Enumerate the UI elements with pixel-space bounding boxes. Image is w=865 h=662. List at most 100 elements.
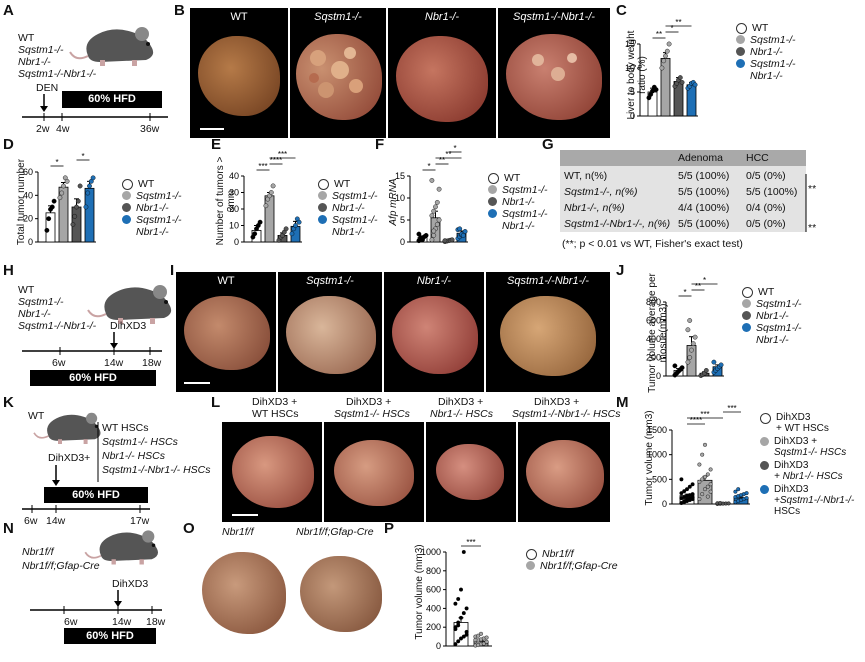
- liver-photo-sqstm1: Sqstm1-/-: [290, 8, 386, 138]
- genotype-label: WT: [28, 410, 45, 422]
- genotype-label: Nbr1f/f: [22, 546, 54, 558]
- data-point: [456, 597, 461, 602]
- timeline-tick: 6w: [24, 515, 38, 527]
- data-point: [697, 479, 702, 484]
- data-point: [85, 190, 91, 196]
- data-point: [744, 496, 749, 501]
- data-point: [687, 484, 692, 489]
- photo-caption: DihXD3 +: [252, 396, 298, 408]
- y-tick-label: 0: [436, 641, 441, 651]
- data-point: [666, 41, 672, 47]
- data-point: [687, 355, 693, 360]
- data-point: [663, 53, 668, 59]
- y-tick-label: 800: [426, 566, 441, 576]
- mouse-icon: [87, 285, 172, 324]
- genotype-label: Nbr1-/-: [18, 308, 51, 320]
- liver-photo-nbr1: Nbr1-/-: [384, 272, 484, 392]
- bar: [84, 187, 95, 243]
- data-point: [87, 183, 92, 189]
- significance-label: **: [695, 282, 701, 291]
- legend: WT Sqstm1-/- Nbr1-/- Sqstm1-/- Nbr1-/-: [736, 22, 796, 82]
- panel-label-m: M: [616, 394, 629, 411]
- data-point: [653, 87, 659, 93]
- y-axis-label: Total tumor number: [16, 158, 27, 246]
- data-point: [700, 477, 705, 482]
- y-tick-label: 5: [400, 215, 405, 225]
- data-point: [431, 208, 437, 214]
- data-point: [429, 177, 435, 183]
- data-point: [685, 327, 691, 333]
- data-point: [456, 639, 461, 644]
- y-tick-label: 200: [646, 353, 661, 363]
- data-point: [484, 639, 489, 644]
- genotype-label: Sqstm1-/-: [18, 44, 64, 56]
- legend: WT Sqstm1-/- Nbr1-/- Sqstm1-/- Nbr1-/-: [488, 172, 548, 232]
- y-axis-label: Tumor volume average per mosue(mm3): [647, 273, 669, 393]
- genotype-label: WT: [18, 32, 35, 44]
- data-point: [733, 489, 738, 494]
- y-tick-label: 200: [426, 622, 441, 632]
- panel-label-o: O: [183, 520, 195, 537]
- data-point: [679, 80, 685, 85]
- data-point: [659, 65, 665, 71]
- data-point: [476, 633, 481, 638]
- diet-bar: 60% HFD: [30, 370, 156, 386]
- data-point: [442, 238, 448, 244]
- timeline-tick: 36w: [140, 123, 160, 135]
- data-point: [462, 229, 468, 234]
- data-point: [661, 58, 667, 64]
- significance-label: **: [445, 150, 451, 159]
- panel-label-g: G: [542, 136, 554, 153]
- significance-label: ***: [258, 162, 267, 171]
- data-point: [689, 347, 694, 353]
- photo-caption: WT HSCs: [252, 408, 299, 420]
- data-point: [90, 175, 96, 181]
- timeline-tick: 2w: [36, 123, 50, 135]
- y-tick-label: 400: [426, 603, 441, 613]
- y-tick-label: 600: [646, 316, 661, 326]
- y-tick-label: 400: [646, 334, 661, 344]
- mouse-icon: [69, 27, 154, 66]
- data-point: [458, 636, 463, 641]
- liver-photo-dko-hsc: [518, 422, 610, 522]
- timeline-axis: [22, 332, 162, 355]
- significance-label: ****: [270, 156, 282, 165]
- liver-photo-wt: WT: [190, 8, 288, 138]
- data-point: [252, 231, 258, 237]
- data-point: [461, 549, 466, 554]
- significance-label: *: [683, 288, 686, 297]
- y-tick-label: 60: [23, 167, 33, 177]
- y-tick-label: 0: [656, 371, 661, 381]
- mouse-icon: [33, 412, 101, 444]
- significance-label: *: [670, 24, 673, 33]
- data-point: [682, 489, 687, 494]
- panel-label-n: N: [3, 520, 14, 537]
- data-point: [711, 359, 717, 365]
- significance-label: **: [656, 30, 662, 39]
- bar: [264, 195, 275, 243]
- data-point: [705, 494, 710, 499]
- y-axis-label: Liver to body weight ratio (%): [626, 30, 648, 120]
- panel-label-d: D: [3, 136, 14, 153]
- data-point: [296, 219, 302, 225]
- data-point: [718, 501, 723, 506]
- photo-caption: Nbr1f/f;Gfap-Cre: [296, 526, 374, 538]
- data-point: [458, 615, 463, 620]
- significance-label: *: [55, 158, 58, 167]
- data-point: [687, 318, 693, 323]
- data-point: [83, 204, 89, 210]
- data-point: [46, 216, 52, 222]
- data-point: [458, 587, 463, 592]
- significance-label: ***: [278, 150, 287, 159]
- data-point: [679, 477, 684, 482]
- data-point: [685, 359, 691, 365]
- data-point: [692, 334, 698, 340]
- significance-mark: **: [808, 222, 817, 234]
- data-point: [283, 226, 289, 232]
- data-point: [744, 491, 749, 496]
- mouse-icon: [84, 530, 158, 565]
